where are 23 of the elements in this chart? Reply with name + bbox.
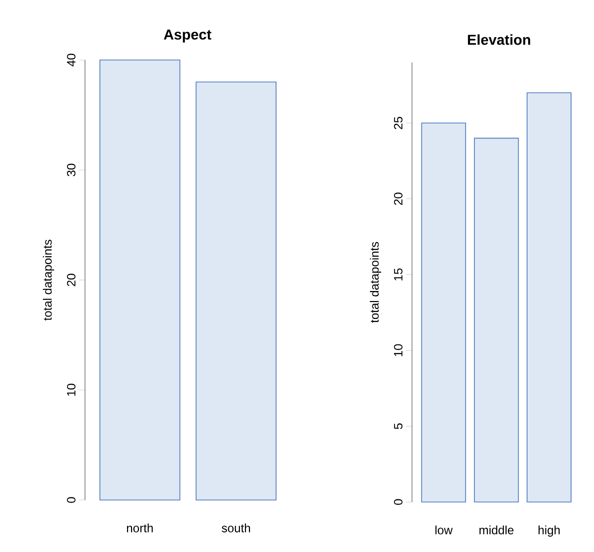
- y-axis-title: total datapoints: [42, 240, 54, 321]
- y-tick-label: 20: [66, 274, 76, 286]
- x-tick-label: low: [435, 526, 453, 534]
- y-tick-label: 0: [66, 497, 76, 503]
- bar: [421, 122, 466, 502]
- y-tick-label: 30: [66, 164, 76, 176]
- y-tick-label: 10: [394, 344, 402, 356]
- x-tick-label: north: [126, 524, 153, 532]
- bar: [474, 138, 519, 502]
- y-tick-label: 15: [394, 268, 402, 280]
- y-tick-label: 25: [394, 116, 402, 130]
- x-tick-label: south: [222, 524, 250, 532]
- y-tick-label: 10: [66, 384, 76, 396]
- chart-title: Elevation: [468, 34, 530, 45]
- chart-title: Aspect: [164, 30, 212, 42]
- x-tick-label: high: [538, 526, 560, 537]
- y-tick-label: 5: [394, 423, 402, 430]
- y-tick-label: 40: [66, 54, 76, 66]
- y-axis-title: total datapoints: [370, 242, 382, 323]
- x-tick-label: middle: [479, 526, 514, 534]
- bar: [526, 92, 572, 502]
- y-tick-label: 20: [394, 192, 402, 205]
- y-tick-label: 0: [394, 499, 402, 505]
